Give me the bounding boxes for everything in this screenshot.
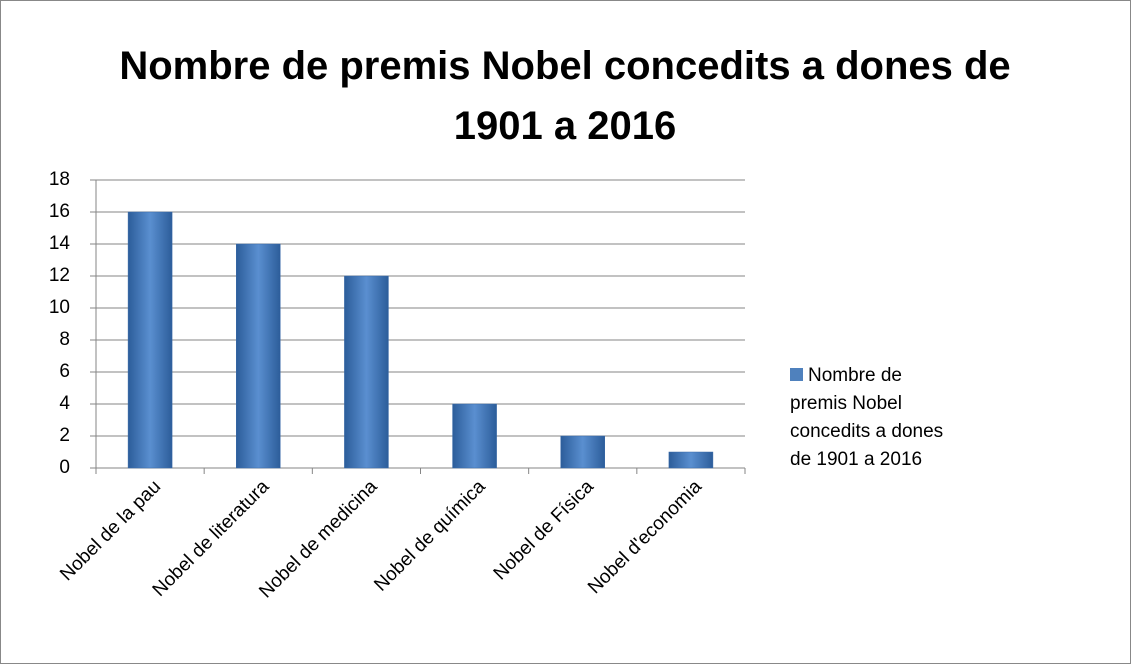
bar — [560, 435, 605, 469]
y-tick-label: 4 — [59, 393, 70, 414]
y-tick-label: 0 — [59, 457, 70, 478]
bar — [236, 243, 281, 469]
x-tick-label: Nobel de medicina — [255, 476, 381, 602]
y-tick-label: 6 — [59, 361, 70, 382]
y-tick-label: 16 — [49, 201, 70, 222]
bar — [127, 211, 173, 469]
bar — [668, 451, 714, 469]
chart-title: Nombre de premis Nobel concedits a dones… — [119, 44, 1011, 148]
x-tick-label: Nobel de literatura — [149, 476, 274, 601]
y-tick-label: 18 — [49, 169, 70, 190]
bar — [344, 275, 389, 469]
y-tick-label: 8 — [59, 329, 70, 350]
bar — [452, 403, 497, 469]
y-tick-label: 12 — [49, 265, 70, 286]
y-tick-label: 10 — [49, 297, 70, 318]
y-tick-label: 2 — [59, 425, 70, 446]
y-tick-label: 14 — [49, 233, 71, 254]
legend-label: Nombre de premis Nobel concedits a dones… — [790, 365, 944, 470]
x-tick-label: Nobel de Física — [490, 476, 598, 584]
legend-key — [790, 368, 803, 381]
x-tick-label: Nobel de química — [370, 476, 490, 596]
legend: Nombre de premis Nobel concedits a dones… — [790, 362, 960, 474]
x-tick-label: Nobel d'economia — [584, 476, 706, 598]
x-tick-label: Nobel de la pau — [56, 476, 165, 585]
